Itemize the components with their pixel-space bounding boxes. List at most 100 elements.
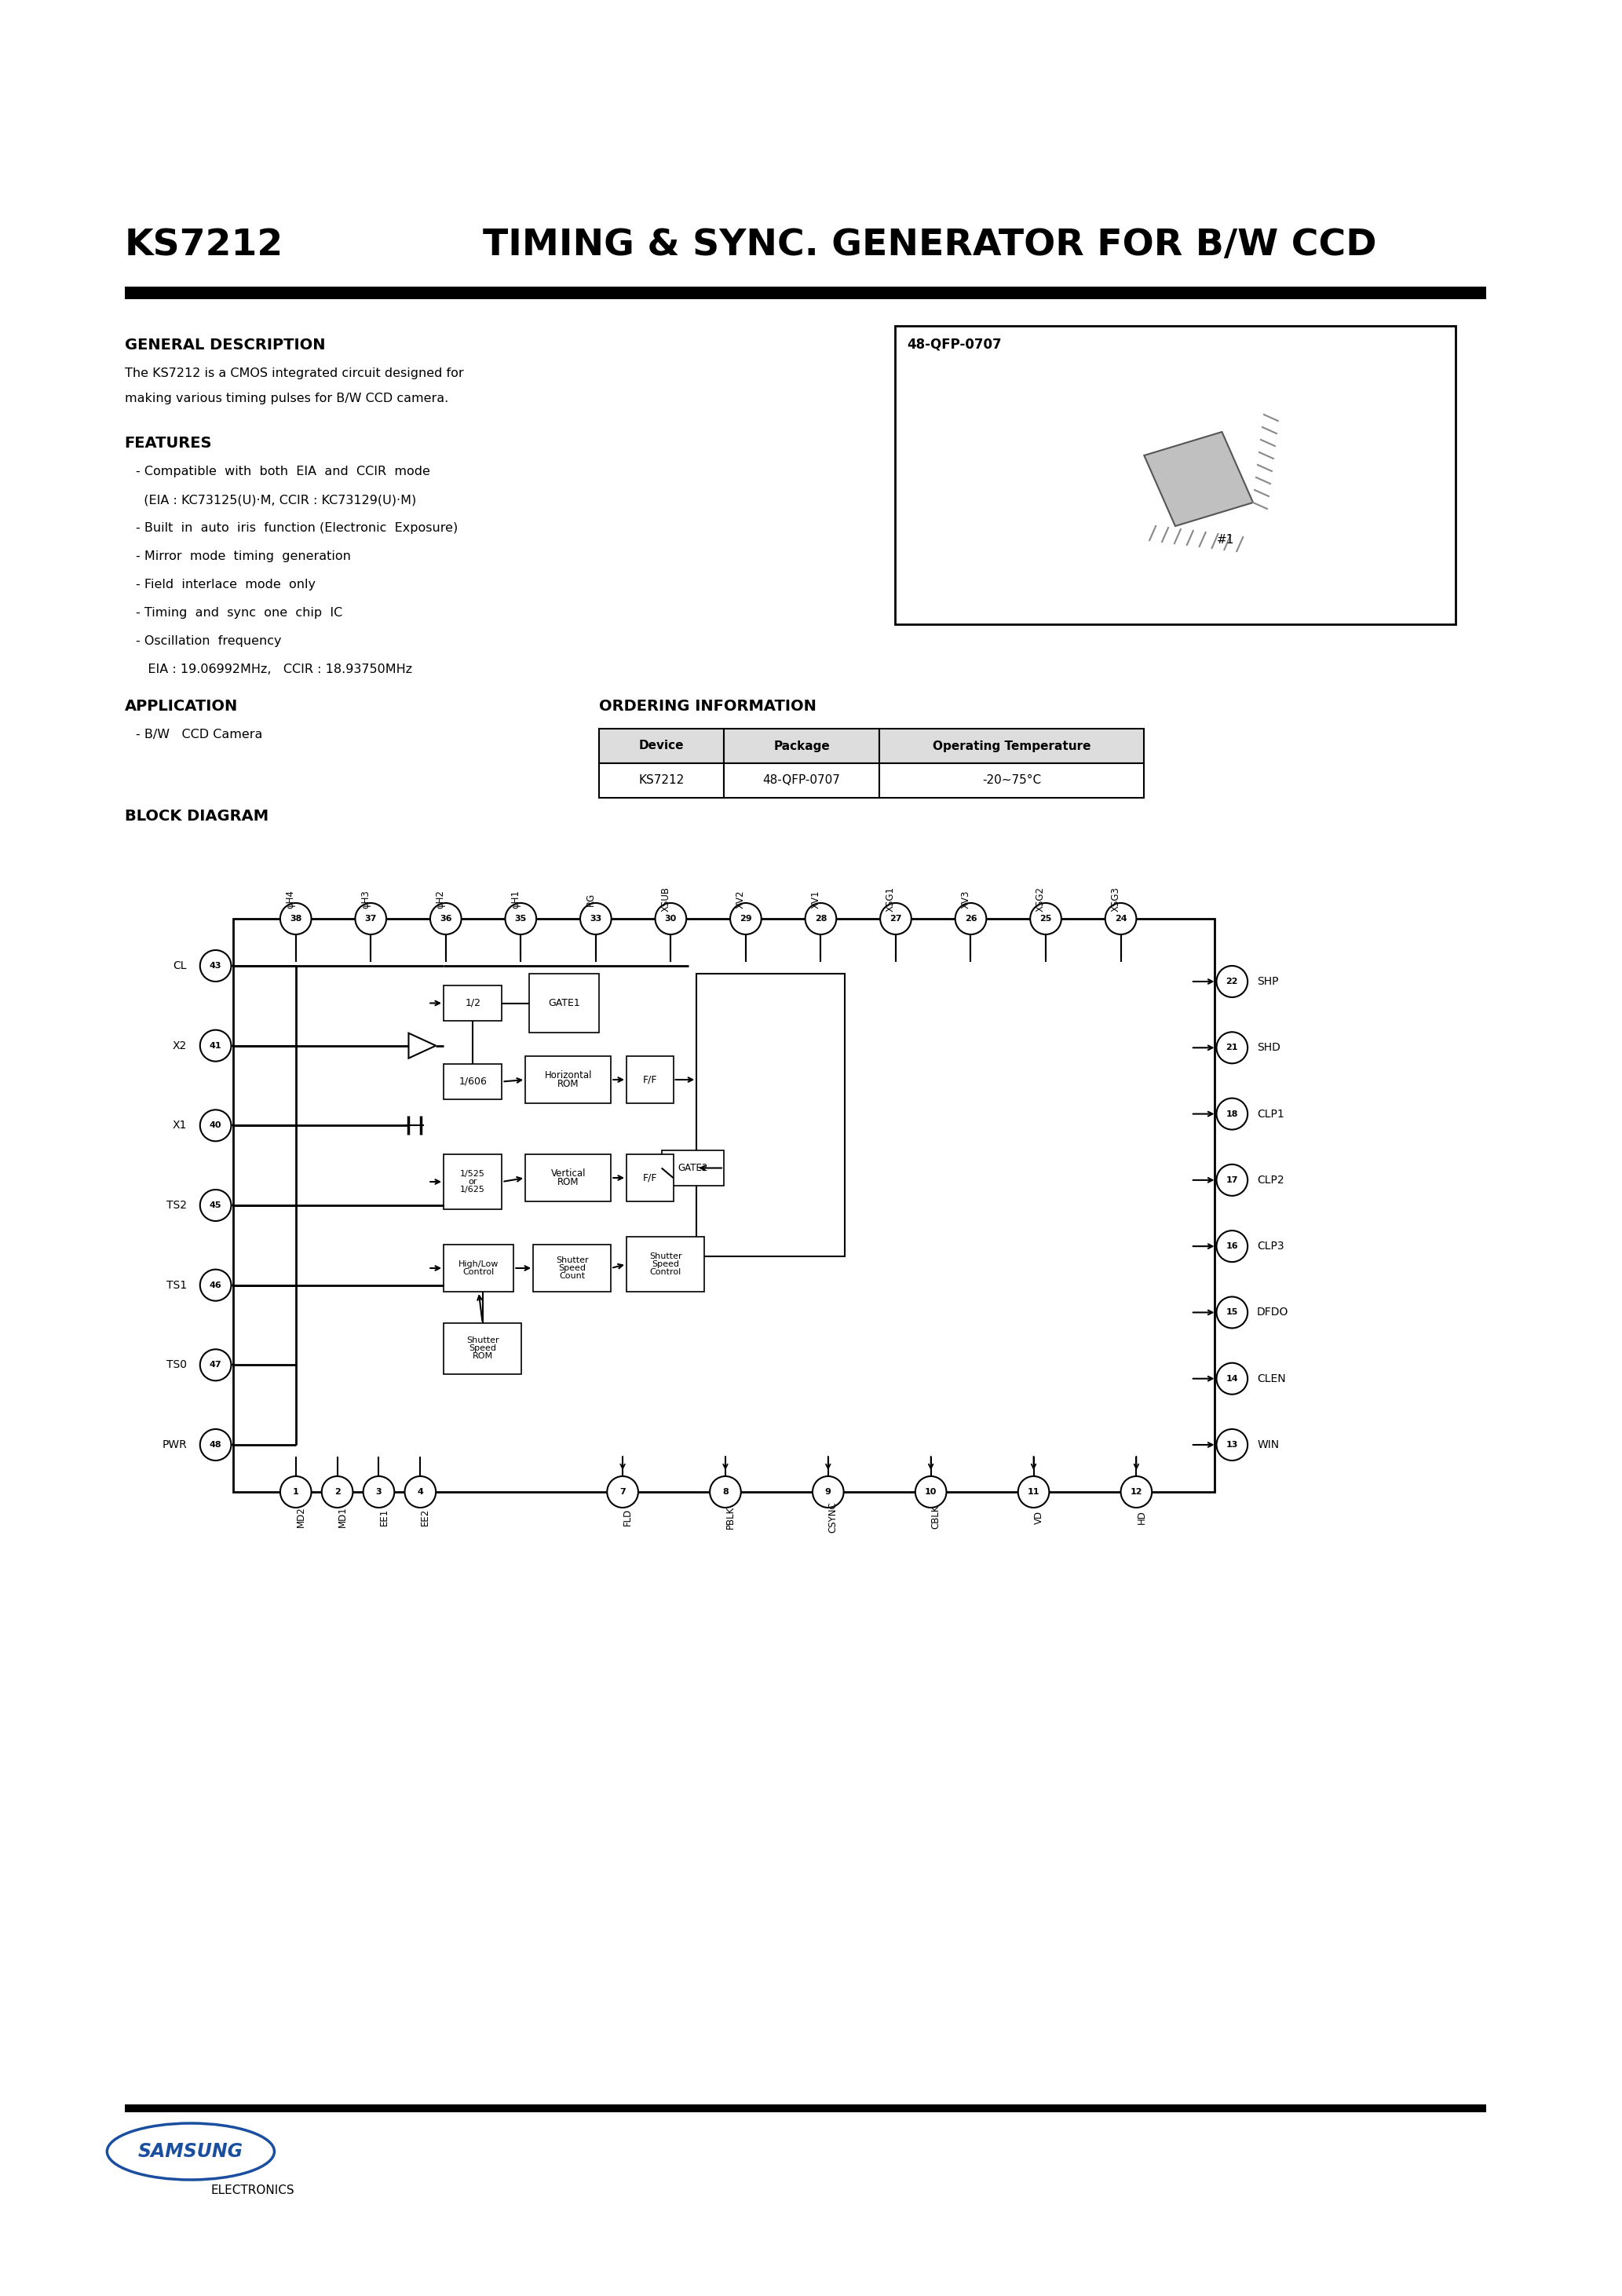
Circle shape [1030, 902, 1061, 934]
Text: 15: 15 [1226, 1309, 1238, 1316]
Text: 1/625: 1/625 [461, 1185, 485, 1194]
Bar [626, 1238, 704, 1293]
Text: 47: 47 [209, 1362, 222, 1368]
Circle shape [200, 951, 232, 980]
Bar [125, 287, 1487, 298]
Text: or: or [469, 1178, 477, 1185]
Text: Horizontal: Horizontal [545, 1070, 592, 1081]
Bar [599, 762, 723, 797]
Text: ROM: ROM [558, 1079, 579, 1088]
Text: Package: Package [774, 739, 830, 751]
Text: Count: Count [560, 1272, 586, 1279]
Text: WIN: WIN [1257, 1440, 1280, 1451]
Text: ROM: ROM [472, 1352, 493, 1362]
Text: 43: 43 [209, 962, 222, 969]
Bar [879, 728, 1144, 762]
Bar [444, 985, 503, 1022]
Text: XV1: XV1 [811, 891, 821, 909]
Text: X2: X2 [172, 1040, 187, 1052]
Bar [529, 974, 599, 1033]
Circle shape [430, 902, 461, 934]
Bar [526, 1155, 611, 1201]
Text: 4: 4 [417, 1488, 423, 1497]
Text: φH1: φH1 [511, 891, 521, 909]
Text: (EIA : KC73125(U)·M, CCIR : KC73129(U)·M): (EIA : KC73125(U)·M, CCIR : KC73129(U)·M… [136, 494, 417, 505]
Text: Shutter: Shutter [466, 1336, 500, 1345]
Circle shape [504, 902, 537, 934]
Text: 14: 14 [1226, 1375, 1238, 1382]
Text: making various timing pulses for B/W CCD camera.: making various timing pulses for B/W CCD… [125, 393, 448, 404]
Circle shape [1105, 902, 1137, 934]
Text: CLP3: CLP3 [1257, 1240, 1285, 1251]
Text: XV2: XV2 [735, 891, 746, 909]
Circle shape [805, 902, 837, 934]
Circle shape [581, 902, 611, 934]
Text: 48: 48 [209, 1442, 222, 1449]
Circle shape [1019, 1476, 1049, 1508]
Text: 13: 13 [1226, 1442, 1238, 1449]
Text: XSG3: XSG3 [1111, 886, 1121, 912]
Text: 26: 26 [965, 914, 976, 923]
Text: - Timing  and  sync  one  chip  IC: - Timing and sync one chip IC [136, 606, 342, 618]
Text: APPLICATION: APPLICATION [125, 698, 238, 714]
Circle shape [200, 1350, 232, 1380]
Text: 24: 24 [1114, 914, 1127, 923]
Text: 1/525: 1/525 [461, 1171, 485, 1178]
Text: - B/W   CCD Camera: - B/W CCD Camera [136, 728, 263, 742]
Circle shape [200, 1428, 232, 1460]
Text: φH2: φH2 [436, 891, 446, 909]
Text: - Oscillation  frequency: - Oscillation frequency [136, 636, 282, 647]
Text: MD1: MD1 [337, 1506, 347, 1527]
Text: F/F: F/F [642, 1173, 657, 1182]
Text: XV3: XV3 [960, 891, 970, 909]
Text: EE2: EE2 [420, 1508, 430, 1527]
Text: SHP: SHP [1257, 976, 1278, 987]
Text: 48-QFP-0707: 48-QFP-0707 [762, 774, 840, 788]
Circle shape [915, 1476, 946, 1508]
Circle shape [1216, 1297, 1247, 1327]
Text: CLP2: CLP2 [1257, 1176, 1285, 1185]
Text: PBLK: PBLK [725, 1506, 736, 1529]
Bar [879, 762, 1144, 797]
Circle shape [355, 902, 386, 934]
Circle shape [1216, 1428, 1247, 1460]
Text: 12: 12 [1131, 1488, 1142, 1497]
Text: MD2: MD2 [295, 1506, 307, 1527]
Text: ROM: ROM [558, 1178, 579, 1187]
Text: FLD: FLD [623, 1508, 633, 1527]
Text: 28: 28 [814, 914, 827, 923]
Text: 22: 22 [1226, 978, 1238, 985]
Text: ELECTRONICS: ELECTRONICS [211, 2183, 295, 2197]
Text: 45: 45 [209, 1201, 222, 1210]
Text: TIMING & SYNC. GENERATOR FOR B/W CCD: TIMING & SYNC. GENERATOR FOR B/W CCD [483, 227, 1377, 264]
Circle shape [200, 1270, 232, 1302]
Circle shape [1216, 967, 1247, 996]
Text: Speed: Speed [558, 1265, 586, 1272]
Circle shape [321, 1476, 354, 1508]
Bar [526, 1056, 611, 1104]
Circle shape [200, 1189, 232, 1221]
Text: TS1: TS1 [167, 1279, 187, 1290]
Text: - Compatible  with  both  EIA  and  CCIR  mode: - Compatible with both EIA and CCIR mode [136, 466, 430, 478]
Text: 35: 35 [514, 914, 527, 923]
Text: 48-QFP-0707: 48-QFP-0707 [907, 338, 1001, 351]
Text: GENERAL DESCRIPTION: GENERAL DESCRIPTION [125, 338, 324, 354]
Bar [723, 728, 879, 762]
Text: EIA : 19.06992MHz,   CCIR : 18.93750MHz: EIA : 19.06992MHz, CCIR : 18.93750MHz [136, 664, 412, 675]
Bar [534, 1244, 611, 1293]
Polygon shape [409, 1033, 436, 1058]
Bar [895, 326, 1455, 625]
Text: 3: 3 [376, 1488, 381, 1497]
Text: ORDERING INFORMATION: ORDERING INFORMATION [599, 698, 816, 714]
Text: 1/2: 1/2 [466, 999, 480, 1008]
Circle shape [200, 1031, 232, 1061]
Circle shape [881, 902, 912, 934]
Bar [234, 918, 1215, 1492]
Text: FEATURES: FEATURES [125, 436, 212, 450]
Text: 38: 38 [290, 914, 302, 923]
Text: 46: 46 [209, 1281, 222, 1288]
Circle shape [1216, 1364, 1247, 1394]
Text: Device: Device [639, 739, 684, 751]
Text: -20~75°C: -20~75°C [983, 774, 1041, 788]
Text: 25: 25 [1040, 914, 1051, 923]
